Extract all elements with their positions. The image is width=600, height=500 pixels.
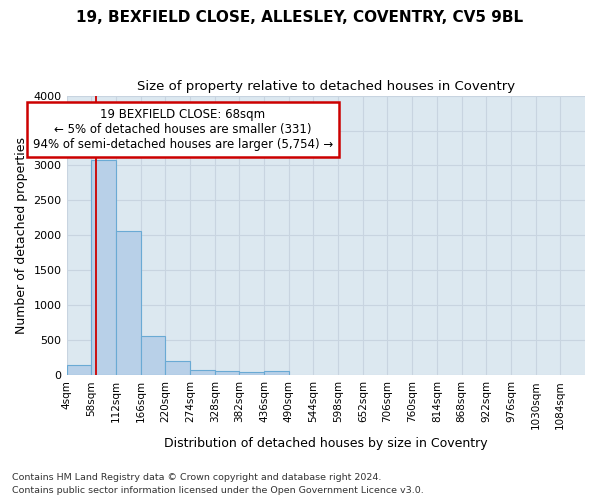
Text: 19 BEXFIELD CLOSE: 68sqm
← 5% of detached houses are smaller (331)
94% of semi-d: 19 BEXFIELD CLOSE: 68sqm ← 5% of detache… (33, 108, 333, 151)
Bar (91, 160, 116, 375)
Bar (140, 336, 165, 375)
Y-axis label: Number of detached properties: Number of detached properties (15, 137, 28, 334)
Bar (165, 360, 190, 375)
Bar (264, 372, 289, 375)
Bar (215, 372, 239, 375)
Bar (239, 372, 264, 375)
Title: Size of property relative to detached houses in Coventry: Size of property relative to detached ho… (137, 80, 515, 93)
X-axis label: Distribution of detached houses by size in Coventry: Distribution of detached houses by size … (164, 437, 488, 450)
Text: 19, BEXFIELD CLOSE, ALLESLEY, COVENTRY, CV5 9BL: 19, BEXFIELD CLOSE, ALLESLEY, COVENTRY, … (76, 10, 524, 25)
Bar (190, 370, 215, 375)
Bar (116, 231, 140, 375)
Text: Contains HM Land Registry data © Crown copyright and database right 2024.
Contai: Contains HM Land Registry data © Crown c… (12, 474, 424, 495)
Bar (67, 364, 91, 375)
